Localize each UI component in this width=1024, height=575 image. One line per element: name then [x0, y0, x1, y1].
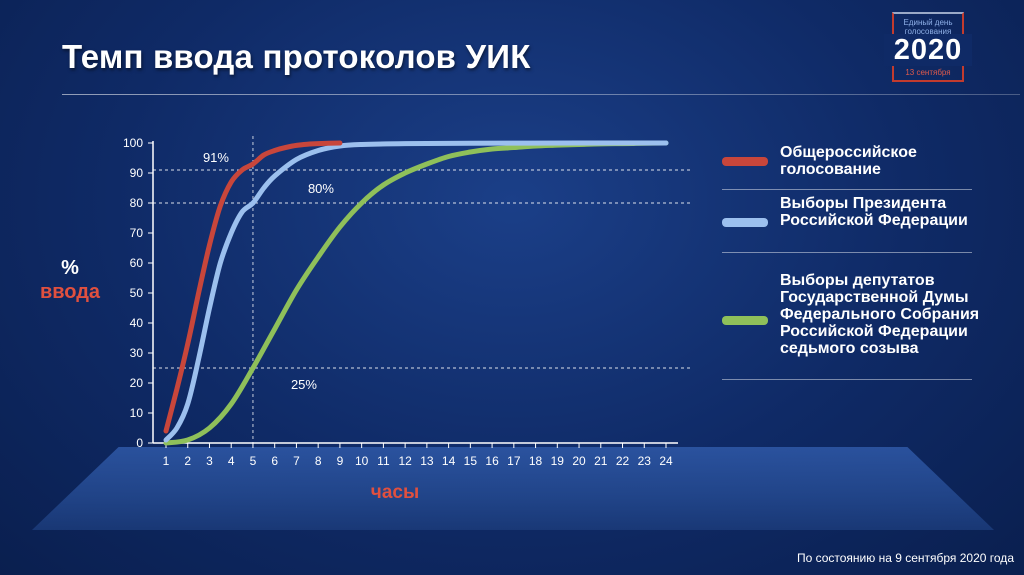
x-tick-label: 20 [572, 454, 586, 468]
y-tick-label: 90 [130, 166, 144, 180]
x-tick-label: 21 [594, 454, 608, 468]
title-divider [62, 94, 1020, 95]
x-tick-label: 14 [442, 454, 456, 468]
annotation-label: 25% [291, 377, 317, 392]
legend-label: Выборы Президента Российской Федерации [780, 195, 968, 229]
series-line-duma-election [163, 140, 669, 446]
logo-year: 2020 [884, 34, 972, 66]
legend-divider-2 [722, 252, 972, 253]
x-axis-unit: часы [370, 482, 420, 503]
legend-divider-1 [722, 189, 972, 190]
y-axis-unit: % ввода [30, 256, 110, 304]
x-tick-label: 1 [163, 454, 170, 468]
y-tick-label: 60 [130, 256, 144, 270]
legend-item-duma-election: Выборы депутатов Государственной Думы Фе… [722, 272, 979, 357]
legend-swatch-blue [722, 218, 768, 227]
x-tick-label: 9 [337, 454, 344, 468]
y-tick-label: 80 [130, 196, 144, 210]
legend-label: Выборы депутатов Государственной Думы Фе… [780, 272, 980, 357]
y-tick-label: 20 [130, 376, 144, 390]
x-tick-label: 23 [638, 454, 652, 468]
y-tick-label: 0 [136, 436, 143, 450]
x-tick-label: 16 [485, 454, 499, 468]
annotation-label: 80% [308, 181, 334, 196]
x-tick-label: 17 [507, 454, 521, 468]
legend-label: Общероссийское голосование [780, 144, 917, 178]
x-tick-label: 19 [551, 454, 565, 468]
series-line-president-election [163, 140, 669, 443]
legend-swatch-green [722, 316, 768, 325]
x-tick-label: 5 [250, 454, 257, 468]
x-tick-label: 10 [355, 454, 369, 468]
annotation-label: 91% [203, 150, 229, 165]
logo-caption-line2: голосования [904, 27, 952, 36]
x-tick-label: 15 [464, 454, 478, 468]
as-of-date-note: По состоянию на 9 сентября 2020 года [796, 551, 1014, 565]
x-tick-label: 8 [315, 454, 322, 468]
x-tick-label: 2 [184, 454, 191, 468]
logo-date: 13 сентября [905, 68, 951, 77]
x-tick-label: 3 [206, 454, 213, 468]
x-tick-label: 24 [659, 454, 673, 468]
y-tick-label: 100 [123, 136, 143, 150]
chart-stage-floor [32, 447, 994, 530]
x-tick-label: 4 [228, 454, 235, 468]
y-axis-unit-percent: % [61, 257, 79, 279]
election-day-logo: Единый день голосования 2020 13 сентября [884, 10, 972, 85]
legend-item-president-election: Выборы Президента Российской Федерации [722, 195, 968, 229]
legend-divider-3 [722, 379, 972, 380]
series-line-all-russian-vote [163, 140, 343, 434]
x-tick-label: 11 [377, 454, 390, 468]
y-tick-label: 10 [130, 406, 144, 420]
y-tick-label: 30 [130, 346, 144, 360]
x-tick-label: 13 [420, 454, 434, 468]
logo-caption-line1: Единый день [903, 18, 953, 27]
page-title: Темп ввода протоколов УИК [62, 38, 531, 75]
x-tick-label: 7 [293, 454, 300, 468]
y-axis-unit-label: ввода [39, 281, 101, 303]
legend-item-all-russian-vote: Общероссийское голосование [722, 144, 917, 178]
y-tick-label: 50 [130, 286, 144, 300]
legend-swatch-red [722, 157, 768, 166]
x-tick-label: 22 [616, 454, 630, 468]
y-tick-label: 40 [130, 316, 144, 330]
x-tick-label: 18 [529, 454, 543, 468]
x-tick-label: 12 [398, 454, 412, 468]
y-tick-label: 70 [130, 226, 144, 240]
x-tick-label: 6 [271, 454, 278, 468]
